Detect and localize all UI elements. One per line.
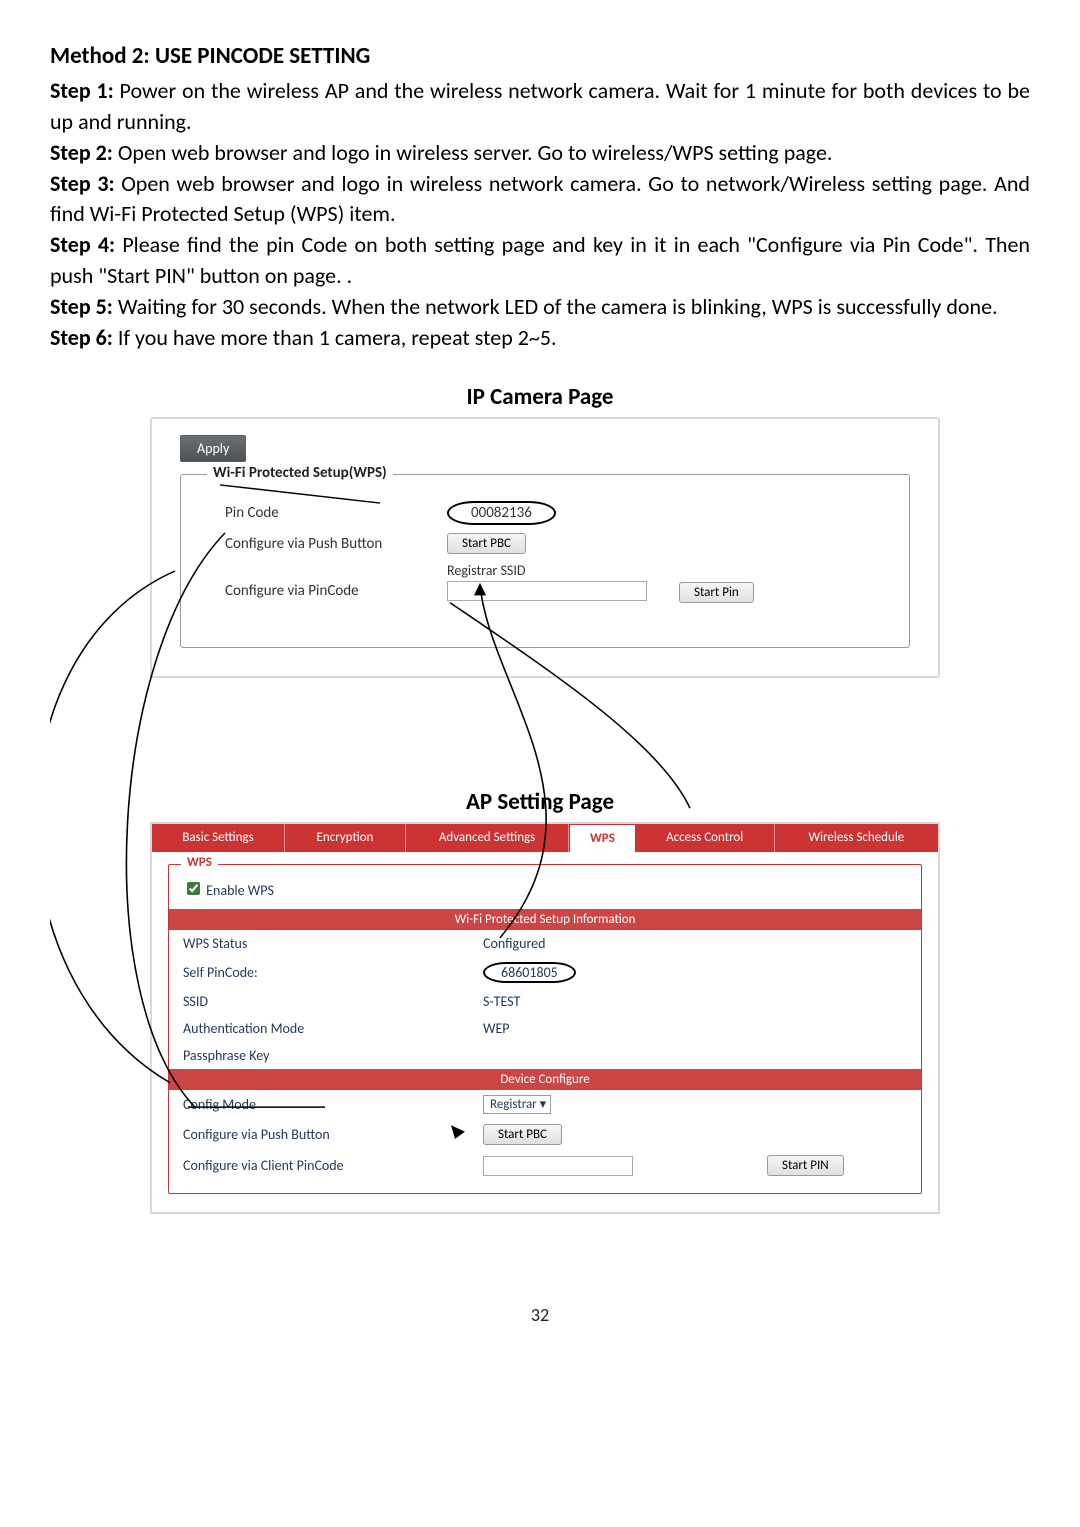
figure-stage: Apply Wi-Fi Protected Setup(WPS) Pin Cod… (50, 417, 1030, 1214)
ssid-label: SSID (183, 993, 443, 1010)
step-text: If you have more than 1 camera, repeat s… (113, 324, 557, 351)
pin-code-label: Pin Code (225, 504, 435, 522)
pin-code-value: 00082136 (447, 501, 556, 525)
page-number: 32 (50, 1304, 1030, 1326)
ap-start-pin-button[interactable]: Start PIN (767, 1155, 844, 1176)
step-label: Step 3: (50, 170, 115, 197)
push-button-row: Configure via Push Button Start PBC (195, 529, 895, 558)
wps-legend: Wi-Fi Protected Setup(WPS) (207, 464, 393, 482)
passphrase-label: Passphrase Key (183, 1047, 443, 1064)
step-text: Waiting for 30 seconds. When the network… (113, 293, 998, 320)
passphrase-row: Passphrase Key (169, 1042, 921, 1069)
step-label: Step 1: (50, 77, 114, 104)
enable-wps-label: Enable WPS (206, 882, 274, 899)
ssid-value: S-TEST (443, 993, 767, 1010)
ip-camera-page-title: IP Camera Page (50, 383, 1030, 411)
client-pincode-input[interactable] (483, 1156, 633, 1176)
ap-push-button-label: Configure via Push Button (183, 1126, 443, 1143)
step-6: Step 6: If you have more than 1 camera, … (50, 323, 1030, 354)
push-button-label: Configure via Push Button (225, 535, 435, 553)
registrar-ssid-input[interactable] (447, 581, 647, 601)
pin-code-row: Pin Code 00082136 (195, 497, 895, 529)
ap-tabs: Basic Settings Encryption Advanced Setti… (152, 824, 938, 852)
chevron-down-icon: ▾ (540, 1097, 547, 1112)
config-mode-select[interactable]: Registrar ▾ (483, 1095, 551, 1114)
auth-mode-row: Authentication Mode WEP (169, 1015, 921, 1042)
wps-status-row: WPS Status Configured (169, 930, 921, 957)
ap-start-pbc-button[interactable]: Start PBC (483, 1124, 562, 1145)
ssid-row: SSID S-TEST (169, 988, 921, 1015)
pincode-row: Configure via PinCode Registrar SSID Sta… (195, 558, 895, 607)
tab-basic-settings[interactable]: Basic Settings (152, 824, 285, 852)
wps-status-value: Configured (443, 935, 767, 952)
step-1: Step 1: Power on the wireless AP and the… (50, 76, 1030, 138)
self-pincode-value: 68601805 (483, 962, 576, 983)
wps-fieldset: Wi-Fi Protected Setup(WPS) Pin Code 0008… (180, 474, 910, 648)
wps-status-label: WPS Status (183, 935, 443, 952)
step-text: Please find the pin Code on both setting… (50, 231, 1030, 289)
ip-camera-panel: Apply Wi-Fi Protected Setup(WPS) Pin Cod… (150, 417, 940, 678)
apply-button[interactable]: Apply (180, 435, 246, 462)
auth-mode-value: WEP (443, 1020, 767, 1037)
step-3: Step 3: Open web browser and logo in wir… (50, 169, 1030, 231)
step-label: Step 4: (50, 231, 115, 258)
configure-pincode-label: Configure via PinCode (225, 562, 435, 600)
self-pincode-row: Self PinCode: 68601805 (169, 957, 921, 988)
ap-wps-legend: WPS (181, 855, 218, 870)
step-text: Open web browser and logo in wireless se… (113, 139, 833, 166)
step-label: Step 6: (50, 324, 113, 351)
step-label: Step 2: (50, 139, 113, 166)
device-configure-banner: Device Configure (169, 1069, 921, 1090)
config-mode-row: Config Mode Registrar ▾ (169, 1090, 921, 1119)
method-title: Method 2: USE PINCODE SETTING (50, 40, 1030, 72)
tab-advanced-settings[interactable]: Advanced Settings (406, 824, 569, 852)
step-5: Step 5: Waiting for 30 seconds. When the… (50, 292, 1030, 323)
step-text: Power on the wireless AP and the wireles… (50, 77, 1030, 135)
tab-access-control[interactable]: Access Control (636, 824, 775, 852)
auth-mode-label: Authentication Mode (183, 1020, 443, 1037)
ap-wps-fieldset: WPS Enable WPS Wi-Fi Protected Setup Inf… (168, 864, 922, 1194)
tab-encryption[interactable]: Encryption (285, 824, 406, 852)
ap-client-pin-row: Configure via Client PinCode Start PIN (169, 1150, 921, 1181)
enable-wps-row: Enable WPS (183, 879, 921, 899)
start-pin-button[interactable]: Start Pin (679, 582, 754, 603)
wps-info-banner: Wi-Fi Protected Setup Information (169, 909, 921, 930)
tab-wps[interactable]: WPS (569, 824, 636, 852)
self-pincode-label: Self PinCode: (183, 964, 443, 981)
ap-setting-page-title: AP Setting Page (50, 788, 1030, 816)
tab-wireless-schedule[interactable]: Wireless Schedule (775, 824, 938, 852)
ap-setting-panel: Basic Settings Encryption Advanced Setti… (150, 822, 940, 1214)
ap-client-pin-label: Configure via Client PinCode (183, 1157, 443, 1174)
step-4: Step 4: Please find the pin Code on both… (50, 230, 1030, 292)
start-pbc-button[interactable]: Start PBC (447, 533, 526, 554)
ap-body: WPS Enable WPS Wi-Fi Protected Setup Inf… (152, 852, 938, 1212)
step-label: Step 5: (50, 293, 113, 320)
enable-wps-checkbox[interactable] (187, 882, 200, 895)
instructions-block: Method 2: USE PINCODE SETTING Step 1: Po… (50, 40, 1030, 353)
config-mode-label: Config Mode (183, 1096, 443, 1113)
step-text: Open web browser and logo in wireless ne… (50, 170, 1030, 228)
ap-push-button-row: Configure via Push Button Start PBC (169, 1119, 921, 1150)
registrar-ssid-label: Registrar SSID (447, 562, 667, 579)
step-2: Step 2: Open web browser and logo in wir… (50, 138, 1030, 169)
